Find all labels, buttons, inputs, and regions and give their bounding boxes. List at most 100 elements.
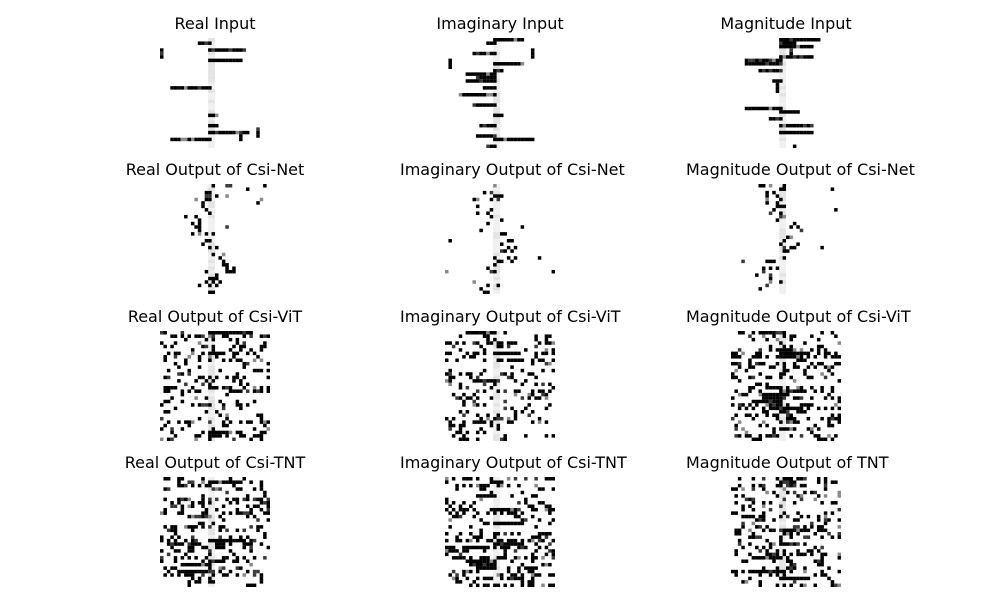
heatmap-cell <box>744 406 749 411</box>
heatmap-cell <box>772 68 776 73</box>
heatmap-cell <box>792 416 797 421</box>
heatmap-cell <box>245 130 250 135</box>
heatmap-cell <box>810 396 814 400</box>
panel-real-input: Real Input <box>115 14 315 154</box>
heatmap-cell <box>184 420 188 424</box>
heatmap-cell <box>256 497 260 502</box>
heatmap-cell <box>530 538 535 543</box>
heatmap-cell <box>823 483 828 488</box>
heatmap-cell-light <box>493 218 500 222</box>
heatmap-cell-light <box>208 235 215 239</box>
heatmap-cell-light <box>493 280 500 284</box>
heatmap-cell <box>228 389 233 393</box>
heatmap-cell <box>493 263 497 267</box>
heatmap-cell <box>775 89 780 94</box>
heatmap-cell <box>482 420 487 424</box>
heatmap-cell <box>537 416 542 421</box>
heatmap-cell <box>768 406 773 411</box>
heatmap-cell <box>510 372 514 376</box>
heatmap-cell <box>816 525 821 529</box>
heatmap-cell <box>259 483 264 488</box>
heatmap-cell <box>772 392 776 397</box>
heatmap-cell <box>782 569 787 574</box>
heatmap-cell <box>204 507 209 512</box>
heatmap-cell <box>221 403 226 407</box>
heatmap-cell <box>530 55 535 59</box>
heatmap-cell <box>215 434 219 438</box>
heatmap-cell <box>799 410 804 414</box>
heatmap-cell <box>500 538 504 543</box>
heatmap-cell <box>810 361 814 366</box>
heatmap-cell <box>820 525 824 529</box>
heatmap-cell-light <box>208 72 215 76</box>
heatmap-cell <box>775 79 780 83</box>
heatmap-cell <box>737 392 742 397</box>
heatmap-cell <box>482 545 487 550</box>
heatmap-cell <box>765 569 769 574</box>
heatmap-cell <box>537 538 542 543</box>
heatmap-cell-light <box>779 208 786 212</box>
heatmap-cell-light <box>493 190 500 195</box>
heatmap-cell <box>524 137 528 142</box>
heatmap-cell <box>799 389 804 393</box>
heatmap-cell <box>232 266 236 271</box>
heatmap-cell <box>455 483 459 488</box>
heatmap-cell <box>479 75 483 80</box>
heatmap-cell <box>479 528 483 533</box>
heatmap-cell <box>820 556 824 560</box>
heatmap-cell <box>479 497 483 502</box>
heatmap-cell <box>180 372 185 376</box>
heatmap-cell <box>458 427 463 431</box>
heatmap-cell <box>228 511 233 515</box>
heatmap-cell <box>772 430 776 435</box>
heatmap-cell <box>524 406 528 411</box>
heatmap-cell <box>768 344 773 349</box>
heatmap-cell <box>472 341 477 345</box>
heatmap-cell-light <box>779 225 786 229</box>
heatmap-cell <box>475 197 480 202</box>
heatmap-cell <box>823 406 828 411</box>
heatmap-cell <box>775 218 780 222</box>
heatmap-cell <box>813 559 818 564</box>
heatmap-cell <box>506 341 511 345</box>
heatmap-cell <box>465 386 470 390</box>
heatmap-cell <box>768 375 773 380</box>
heatmap-cell <box>500 249 504 253</box>
heatmap-cell <box>775 194 780 198</box>
heatmap-cell <box>489 144 494 148</box>
heatmap-cell <box>235 566 240 570</box>
heatmap-cell <box>755 361 759 366</box>
heatmap-cell <box>496 379 501 383</box>
heatmap-cell <box>489 562 494 567</box>
heatmap-cell <box>489 86 494 90</box>
heatmap-cell <box>208 41 212 45</box>
heatmap-cell <box>524 379 528 383</box>
heatmap-cell <box>486 41 490 45</box>
heatmap-cell <box>799 130 804 135</box>
heatmap-cell <box>493 123 497 128</box>
heatmap-cell <box>503 137 507 142</box>
heatmap-cell <box>820 552 824 557</box>
heatmap-cell <box>748 361 752 366</box>
heatmap-cell <box>544 532 549 536</box>
heatmap-cell <box>537 532 542 536</box>
heatmap-cell <box>734 413 738 418</box>
heatmap-cell <box>472 514 477 519</box>
heatmap-cell <box>445 501 449 505</box>
heatmap-cell <box>513 62 518 66</box>
heatmap-cell <box>820 389 824 393</box>
heatmap-cell <box>249 348 253 352</box>
heatmap-cell <box>204 410 209 414</box>
heatmap-cell <box>475 483 480 488</box>
heatmap-cell <box>748 413 752 418</box>
heatmap-cell <box>455 538 459 543</box>
heatmap-cell <box>731 375 735 380</box>
heatmap-cell <box>803 528 807 533</box>
heatmap-cell <box>551 351 555 356</box>
heatmap-cell-light <box>208 494 215 498</box>
heatmap-cell <box>765 106 769 111</box>
heatmap-cell <box>225 386 229 390</box>
heatmap-cell <box>796 130 800 135</box>
heatmap-cell <box>748 504 752 509</box>
heatmap-cell <box>748 403 752 407</box>
